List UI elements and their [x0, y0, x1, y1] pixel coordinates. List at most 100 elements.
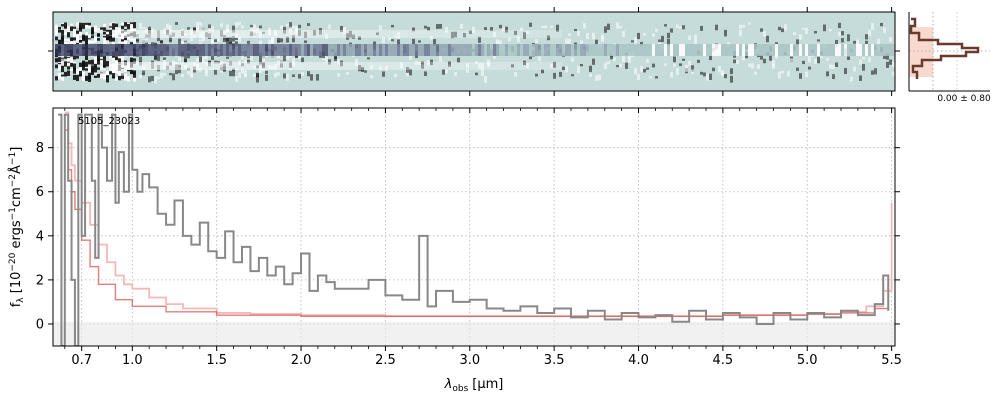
image-pixel	[211, 26, 214, 32]
halo-pixel	[403, 30, 406, 38]
halo-pixel	[139, 62, 142, 70]
image-pixel	[553, 61, 556, 68]
image-pixel	[886, 53, 889, 60]
trace-pixel	[508, 44, 511, 56]
image-pixel	[55, 24, 58, 32]
halo-pixel	[400, 62, 403, 70]
halo-pixel	[535, 62, 538, 70]
image-pixel	[67, 32, 70, 38]
image-pixel	[166, 23, 169, 30]
image-pixel	[67, 26, 70, 34]
profile-panel: 0.00 ± 0.80	[908, 12, 991, 104]
image-pixel	[820, 54, 823, 59]
halo-pixel	[517, 62, 520, 70]
image-pixel	[82, 60, 85, 67]
image-pixel	[676, 24, 679, 29]
image-pixel	[721, 72, 724, 76]
image-pixel	[775, 42, 778, 45]
image-pixel	[847, 56, 850, 60]
halo-pixel	[553, 62, 556, 70]
image-pixel	[88, 34, 91, 38]
image-pixel	[58, 72, 61, 80]
trace-pixel	[688, 44, 691, 56]
trace-pixel	[124, 44, 127, 56]
image-pixel	[814, 30, 817, 34]
image-pixel	[157, 54, 160, 61]
image-pixel	[217, 38, 220, 42]
image-pixel	[406, 67, 409, 73]
halo-pixel	[535, 30, 538, 38]
halo-pixel	[358, 62, 361, 70]
image-pixel	[292, 58, 295, 65]
trace-pixel	[460, 44, 463, 56]
halo-pixel	[151, 30, 154, 38]
image-pixel	[256, 65, 259, 69]
halo-pixel	[364, 30, 367, 38]
halo-pixel	[292, 30, 295, 38]
halo-pixel	[124, 62, 127, 70]
trace-pixel	[436, 44, 439, 56]
image-pixel	[736, 59, 739, 65]
image-pixel	[61, 30, 64, 35]
image-pixel	[280, 58, 283, 64]
image-pixel	[274, 32, 277, 36]
halo-pixel	[517, 30, 520, 38]
image-pixel	[592, 32, 595, 40]
image-pixel	[220, 30, 223, 37]
image-pixel	[850, 76, 853, 82]
image-pixel	[250, 31, 253, 37]
image-pixel	[106, 31, 109, 37]
trace-pixel	[334, 44, 337, 56]
image-pixel	[361, 68, 364, 71]
image-pixel	[58, 26, 61, 30]
image-pixel	[118, 36, 121, 43]
halo-pixel	[421, 62, 424, 70]
trace-pixel	[307, 44, 310, 56]
trace-pixel	[856, 44, 859, 56]
image-pixel	[109, 67, 112, 72]
halo-pixel	[148, 30, 151, 38]
trace-pixel	[382, 44, 385, 56]
y-axis-label: fλ [10−20 ergs−1cm−2Å−1]	[8, 147, 26, 308]
trace-pixel	[727, 44, 730, 56]
image-pixel	[667, 38, 670, 46]
image-pixel	[250, 54, 253, 61]
trace-pixel	[322, 44, 325, 56]
halo-pixel	[406, 30, 409, 38]
image-pixel	[73, 40, 76, 46]
halo-pixel	[550, 62, 553, 70]
image-pixel	[55, 76, 58, 81]
trace-pixel	[202, 44, 205, 56]
image-pixel	[121, 25, 124, 30]
image-pixel	[103, 65, 106, 68]
x-tick-label: 4.5	[713, 353, 734, 368]
trace-pixel	[796, 44, 799, 56]
image-pixel	[391, 39, 394, 42]
image-pixel	[517, 35, 520, 43]
image-pixel	[868, 29, 871, 37]
image-pixel	[658, 39, 661, 46]
image-pixel	[232, 70, 235, 77]
image-pixel	[262, 65, 265, 72]
image-pixel	[709, 55, 712, 61]
halo-pixel	[496, 30, 499, 38]
trace-pixel	[505, 44, 508, 56]
trace-pixel	[730, 44, 733, 56]
halo-pixel	[427, 62, 430, 70]
image-pixel	[460, 23, 463, 29]
image-pixel	[223, 38, 226, 42]
trace-pixel	[127, 44, 130, 56]
halo-pixel	[526, 62, 529, 70]
image-pixel	[58, 39, 61, 44]
trace-pixel	[205, 44, 208, 56]
trace-pixel	[106, 44, 109, 56]
halo-pixel	[232, 30, 235, 38]
image-pixel	[475, 72, 478, 76]
trace-pixel	[250, 44, 253, 56]
halo-pixel	[160, 30, 163, 38]
image-pixel	[91, 40, 94, 44]
image-pixel	[61, 60, 64, 66]
halo-pixel	[244, 30, 247, 38]
halo-pixel	[481, 62, 484, 70]
image-pixel	[199, 56, 202, 63]
